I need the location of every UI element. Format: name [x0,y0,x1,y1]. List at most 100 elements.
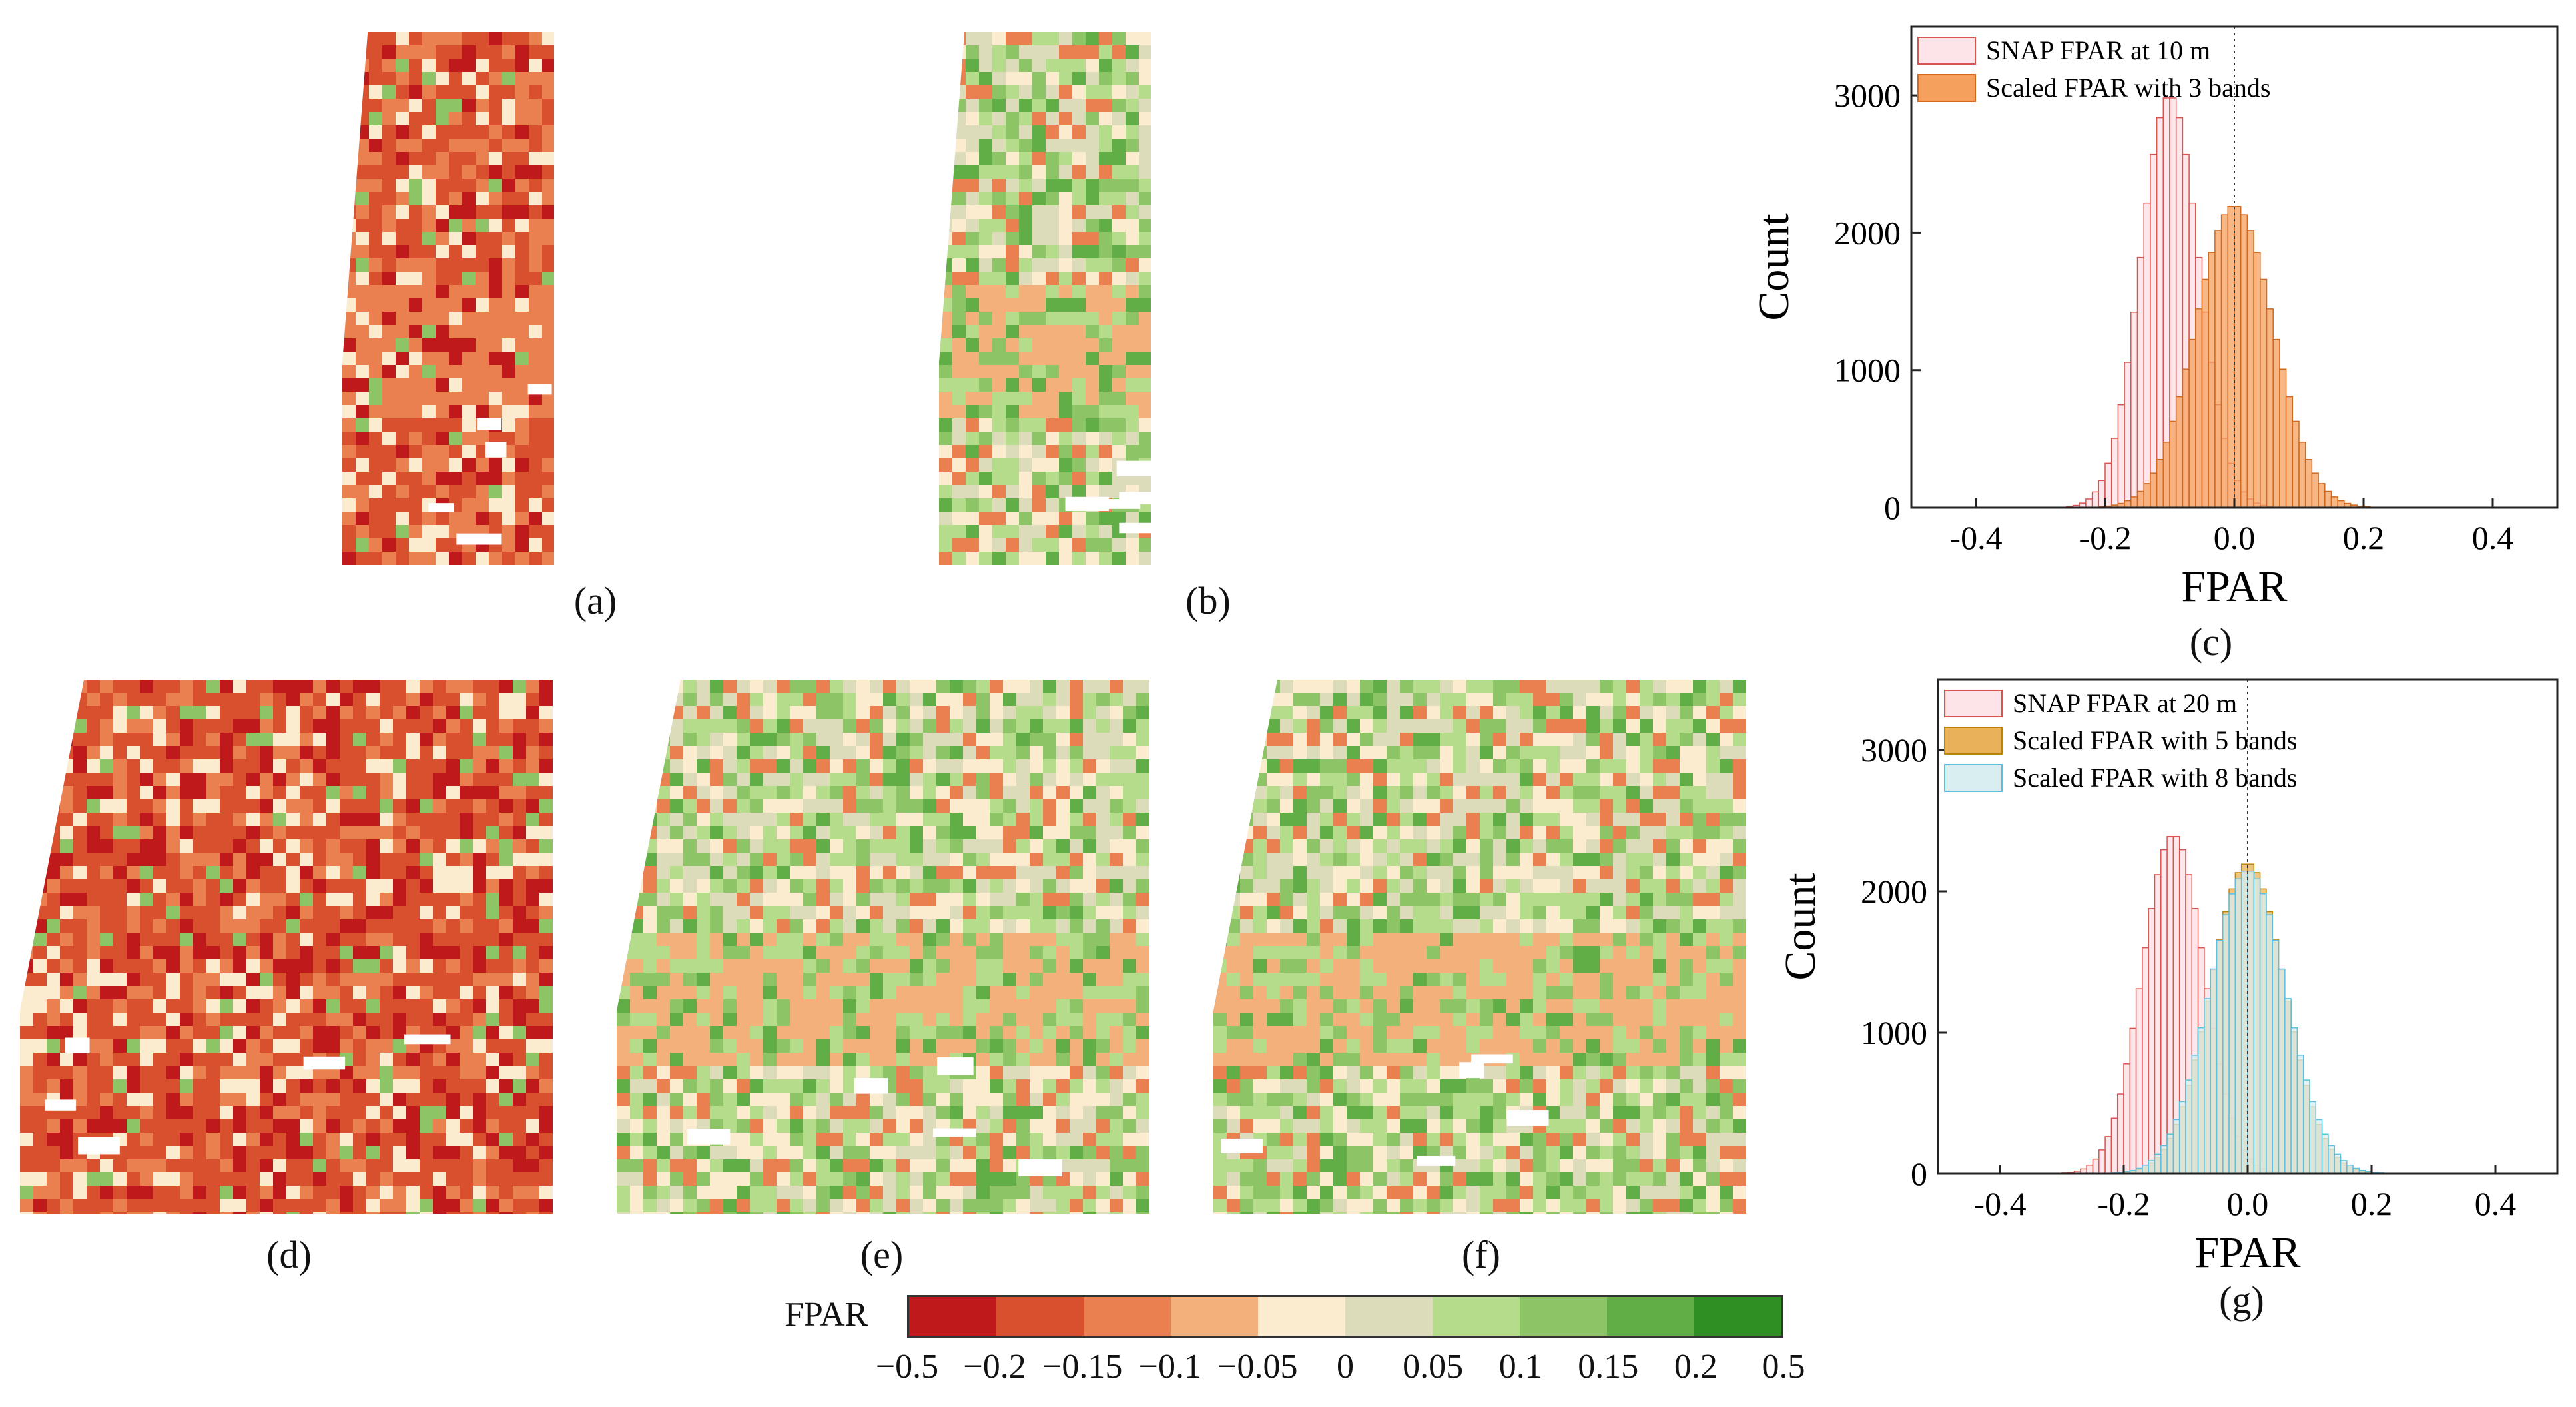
hist-bar [2311,472,2319,508]
hist-bar [2214,230,2222,508]
colorbar-swatch-5 [1345,1297,1433,1336]
hist-bar [2178,1101,2186,1174]
x-tick-label: 0.4 [2475,1185,2517,1222]
colorbar-ticks: −0.5 −0.2 −0.15 −0.1 −0.05 0 0.05 0.1 0.15 0.2 0.5 [876,1347,1805,1387]
hist-bar [2222,914,2230,1174]
hist-bar [2150,153,2158,508]
map-e-raster [617,680,1149,1214]
colorbar-swatch-2 [1084,1297,1171,1336]
hist-bar [2334,1153,2342,1174]
map-a [342,32,554,565]
colorbar-swatch-4 [1258,1297,1345,1336]
hist-bar [2135,988,2143,1174]
hist-bar [2259,893,2267,1174]
colorbar [907,1295,1783,1338]
hist-bar [2266,308,2274,508]
hist-bar [2110,438,2119,508]
hist-bar [2298,442,2306,508]
x-axis-label: FPAR [2194,1228,2300,1277]
hist-bar [2117,404,2125,508]
map-e [617,680,1149,1214]
hist-bar [2160,849,2168,1174]
hist-bar [2143,202,2151,508]
y-tick-label: 1000 [1834,352,1901,389]
hist-bar [2092,1158,2100,1174]
x-axis-label: FPAR [2181,562,2287,611]
hist-bar [2266,914,2273,1174]
hist-bar [2278,968,2286,1174]
x-tick-label: -0.4 [1973,1185,2026,1222]
panel-label-e: (e) [860,1233,904,1276]
map-a-raster [342,32,554,565]
hist-bar [2346,1165,2354,1174]
x-tick-label: -0.2 [2079,519,2131,556]
hist-bar [2156,458,2164,508]
hist-bar [2337,500,2345,508]
hist-bar [2123,1063,2131,1174]
hist-bar [2143,483,2151,508]
hist-bar [2340,1160,2348,1174]
hist-bar [2328,1145,2335,1174]
hist-bar [2136,256,2144,508]
hist-bar [2124,500,2132,508]
hist-bar [2227,205,2235,508]
colorbar-tick-label: −0.15 [1042,1348,1123,1386]
histogram-c: -0.4 -0.2 0.0 0.2 0.4 0 1000 2000 3000 FPAR Count S… [1750,25,2559,611]
y-tick-label: 2000 [1861,873,1927,910]
hist-bar [2169,420,2177,508]
y-tick-label: 0 [1911,1155,1927,1192]
hist-bar [2279,368,2287,508]
hist-bar [2290,1027,2298,1174]
hist-bar [2304,458,2313,508]
x-tick-label: -0.2 [2097,1185,2150,1222]
hist-bar [2129,1027,2137,1174]
legend-label: SNAP FPAR at 20 m [2013,688,2237,718]
colorbar-swatch-8 [1607,1297,1694,1336]
colorbar-tick-label: −0.05 [1217,1348,1298,1386]
hist-bar [2210,968,2218,1174]
hist-bar [2234,205,2242,508]
legend-swatch [1944,764,2003,792]
hist-bar [2104,1136,2112,1174]
hist-bar [2154,874,2162,1174]
x-tick-label: 0.0 [2227,1185,2269,1222]
panel-label-c: (c) [2189,620,2233,664]
hist-bar [2315,1119,2323,1174]
hist-bar [2172,1119,2180,1174]
colorbar-swatch-6 [1433,1297,1520,1336]
colorbar-tick-label: −0.5 [875,1348,939,1386]
hist-bar [2154,1153,2162,1174]
hist-bar [2197,1027,2205,1174]
map-d-raster [20,680,553,1214]
hist-bar [2130,312,2138,508]
legend-label: Scaled FPAR with 3 bands [1986,73,2270,103]
hist-bar [2130,496,2138,508]
hist-bar [2150,472,2158,508]
hist-bar [2098,1149,2106,1174]
colorbar-swatch-7 [1520,1297,1607,1336]
hist-bar [2148,908,2156,1174]
x-tick-label: 0.0 [2214,519,2256,556]
hist-bar [2110,1117,2118,1174]
colorbar-tick-label: 0.2 [1674,1348,1718,1386]
hist-bar [2175,396,2184,508]
map-f-raster [1213,680,1746,1214]
panel-label-a: (a) [573,579,617,622]
x-tick-label: 0.4 [2472,519,2514,556]
x-tick-label: 0.2 [2343,519,2385,556]
x-tick-label: 0.2 [2351,1185,2393,1222]
hist-bar [2309,1101,2317,1174]
colorbar-swatch-9 [1694,1297,1781,1336]
colorbar-swatch-1 [996,1297,1084,1336]
hist-bar [2253,252,2261,508]
colorbar-tick-label: −0.1 [1138,1348,1201,1386]
colorbar-title: FPAR [785,1296,868,1334]
hist-bar [2091,491,2100,508]
legend-label: Scaled FPAR with 5 bands [2013,725,2297,755]
x-tick-label: -0.4 [1949,519,2002,556]
hist-bar [2296,1055,2304,1174]
colorbar-swatch-3 [1171,1297,1258,1336]
y-tick-label: 1000 [1861,1014,1927,1051]
hist-bar [2166,1133,2174,1174]
y-tick-label: 3000 [1861,731,1927,769]
